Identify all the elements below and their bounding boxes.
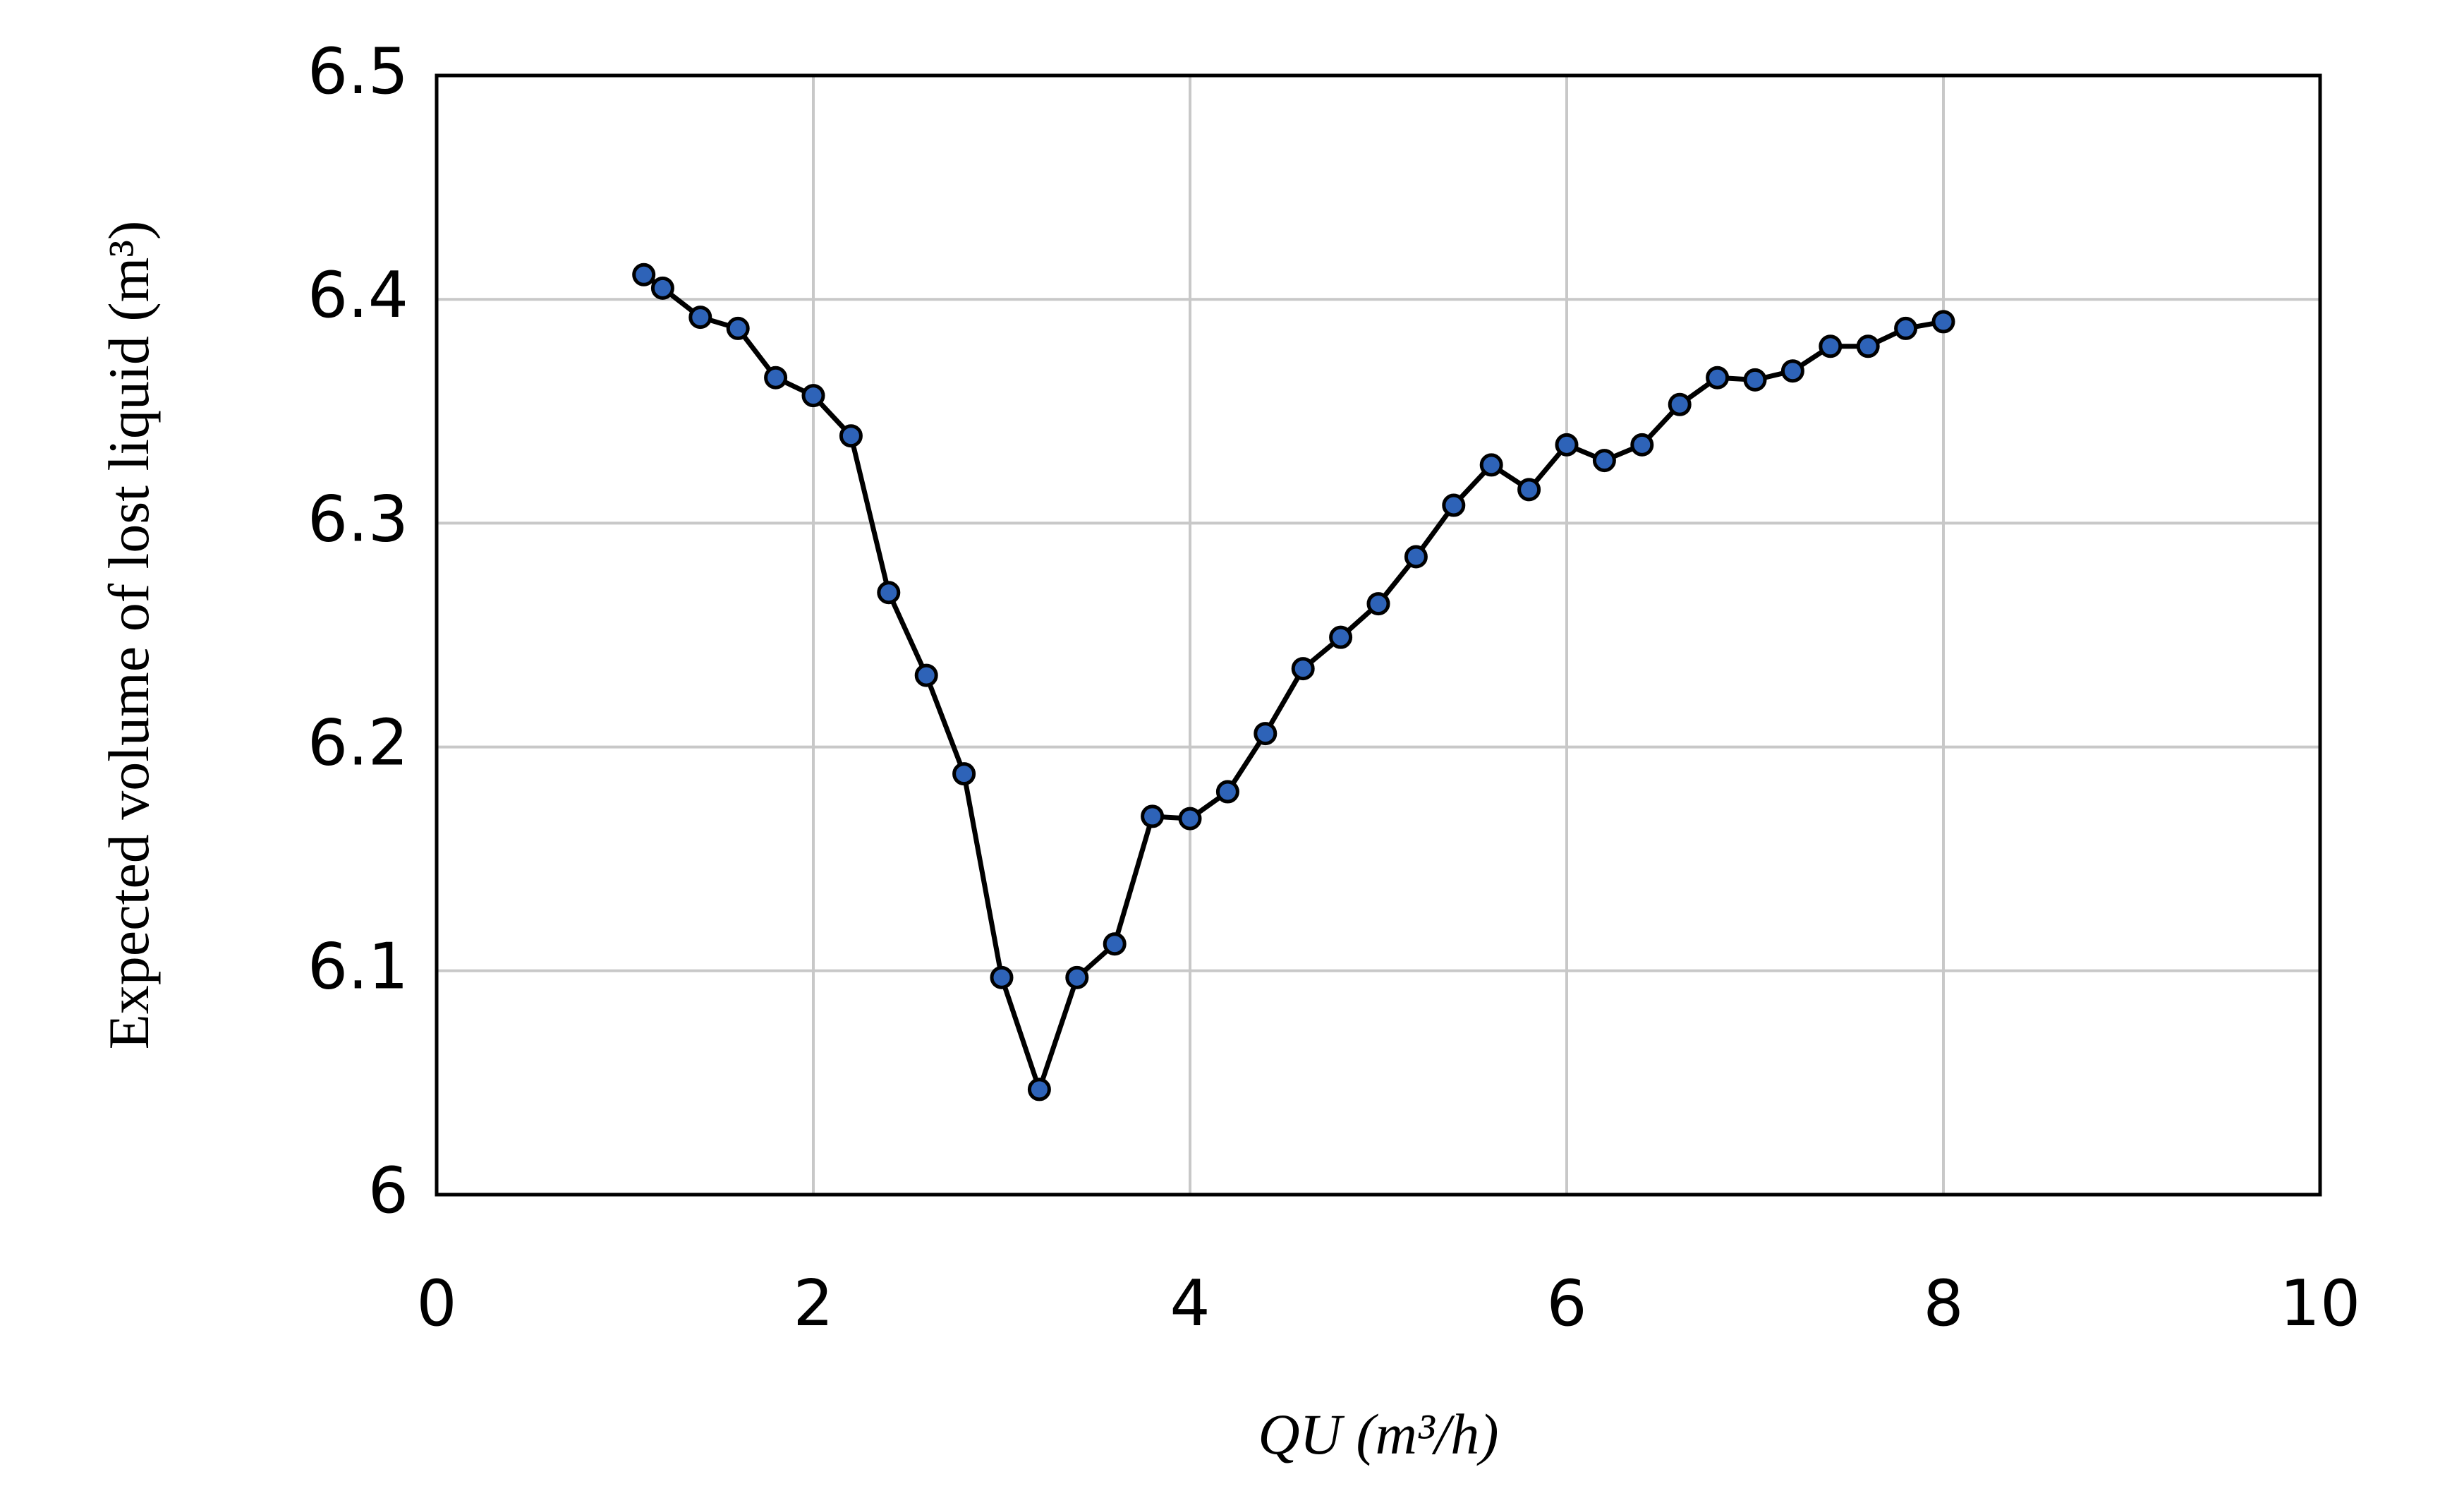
- data-point: [1555, 433, 1579, 457]
- data-point: [1103, 932, 1127, 956]
- data-point: [1404, 545, 1428, 569]
- data-point: [726, 316, 750, 340]
- data-point: [764, 366, 788, 390]
- data-point: [952, 762, 976, 786]
- data-point: [688, 306, 712, 330]
- y-tick-label: 6.5: [308, 35, 408, 109]
- data-point: [1141, 804, 1165, 828]
- data-point: [914, 663, 938, 687]
- y-tick-label: 6.3: [308, 482, 408, 556]
- plot-border: [435, 73, 2322, 1197]
- x-tick-label: 10: [2280, 1267, 2361, 1341]
- data-point: [1856, 334, 1880, 358]
- data-point: [1819, 334, 1843, 358]
- data-point: [1743, 368, 1767, 392]
- data-point: [1517, 478, 1541, 502]
- data-point: [1366, 592, 1390, 616]
- data-point: [1706, 366, 1730, 390]
- data-point: [1894, 316, 1918, 340]
- data-point: [1479, 453, 1503, 477]
- data-point: [990, 965, 1014, 989]
- y-tick-label: 6.2: [308, 706, 408, 780]
- x-axis-label: QU (m³/h): [1258, 1402, 1498, 1466]
- data-point: [1630, 433, 1654, 457]
- data-point: [1065, 965, 1089, 989]
- data-point: [1780, 359, 1804, 383]
- x-tick-label: 4: [1170, 1267, 1210, 1341]
- data-point: [650, 276, 674, 300]
- y-tick-label: 6.4: [308, 258, 408, 332]
- y-axis-label: Expected volume of lost liquid (m³): [97, 221, 161, 1050]
- data-point: [1442, 493, 1466, 517]
- data-point: [1668, 392, 1692, 416]
- data-point: [1291, 657, 1315, 681]
- data-point: [1329, 625, 1353, 649]
- data-point: [1931, 310, 1955, 334]
- x-tick-label: 0: [416, 1267, 456, 1341]
- data-point: [839, 424, 863, 448]
- y-tick-label: 6: [368, 1154, 408, 1228]
- data-point: [801, 384, 825, 408]
- data-point: [632, 262, 656, 286]
- data-point: [1027, 1077, 1051, 1101]
- x-tick-label: 6: [1546, 1267, 1586, 1341]
- data-point: [1254, 722, 1277, 746]
- x-tick-label: 8: [1923, 1267, 1963, 1341]
- data-point: [877, 581, 901, 605]
- y-tick-label: 6.1: [308, 930, 408, 1004]
- data-point: [1215, 780, 1239, 804]
- x-tick-label: 2: [793, 1267, 833, 1341]
- data-point: [1178, 807, 1202, 831]
- data-point: [1592, 449, 1616, 473]
